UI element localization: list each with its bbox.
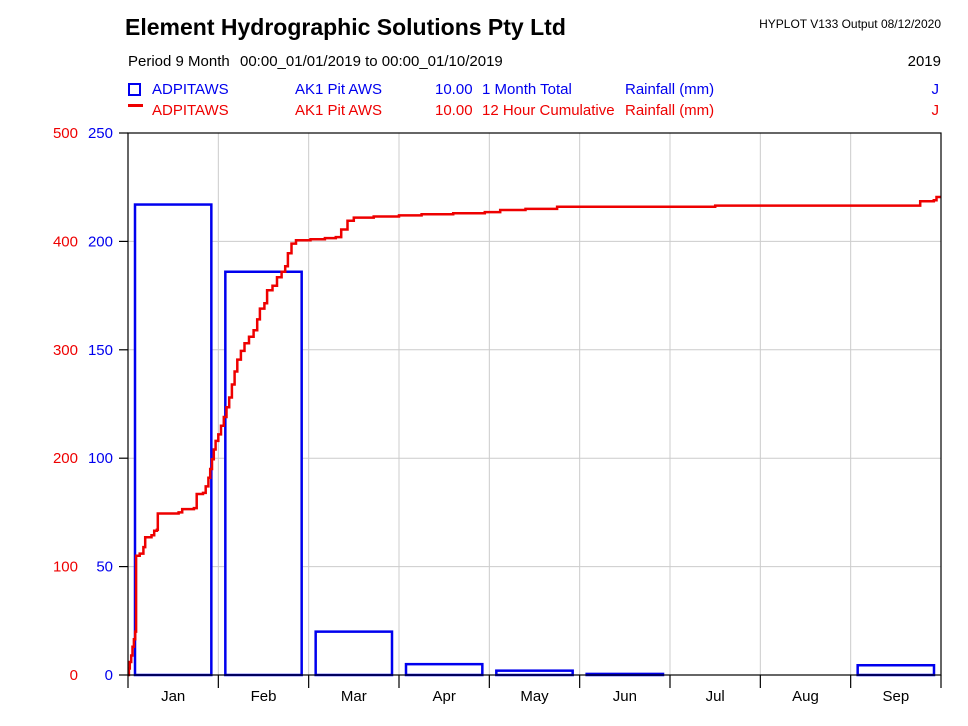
bar-series-monthly-rainfall bbox=[133, 203, 936, 677]
legend-open-square-icon bbox=[128, 83, 143, 96]
month-label-sep: Sep bbox=[882, 688, 909, 705]
bar-sep bbox=[856, 663, 936, 677]
legend-interval: 10.00 bbox=[435, 102, 473, 119]
legend-variable: Rainfall (mm) bbox=[625, 102, 715, 119]
legend-interval: 10.00 bbox=[435, 81, 473, 98]
left-inner-tick-label: 100 bbox=[88, 450, 113, 467]
period-label: Period 9 Month bbox=[128, 53, 230, 70]
cumulative-rainfall-line bbox=[127, 195, 941, 677]
bottom-axis: Jan Feb Mar Apr May Jun Jul Aug Sep bbox=[127, 675, 942, 705]
left-outer-tick-label: 400 bbox=[53, 233, 78, 250]
legend-variable: Rainfall (mm) bbox=[625, 81, 715, 98]
plot-border bbox=[127, 132, 942, 676]
month-label-jan: Jan bbox=[161, 688, 185, 705]
left-outer-tick-label: 100 bbox=[53, 559, 78, 576]
period-range: 00:00_01/01/2019 to 00:00_01/10/2019 bbox=[240, 53, 503, 70]
legend-site: AK1 Pit AWS bbox=[295, 81, 382, 98]
left-inner-tick-label: 50 bbox=[96, 559, 113, 576]
left-inner-tick-label: 250 bbox=[88, 125, 113, 142]
bar-mar bbox=[314, 630, 394, 677]
month-label-jul: Jul bbox=[706, 688, 725, 705]
left-inner-tick-label: 150 bbox=[88, 342, 113, 359]
month-label-mar: Mar bbox=[341, 688, 367, 705]
legend-row-cumulative: ADPITAWS AK1 Pit AWS 10.00 12 Hour Cumul… bbox=[0, 102, 968, 121]
plot-grid bbox=[128, 133, 941, 675]
legend-quality-code: J bbox=[931, 102, 940, 119]
month-label-aug: Aug bbox=[792, 688, 819, 705]
legend-series-type: 1 Month Total bbox=[482, 81, 572, 98]
bar-may bbox=[495, 669, 574, 677]
bar-apr bbox=[404, 662, 484, 677]
legend-quality-code: J bbox=[931, 81, 940, 98]
legend-station: ADPITAWS bbox=[152, 102, 229, 119]
left-outer-tick-label: 200 bbox=[53, 450, 78, 467]
app-version-output-date: HYPLOT V133 Output 08/12/2020 bbox=[759, 17, 941, 31]
bar-feb bbox=[224, 270, 303, 677]
legend-station: ADPITAWS bbox=[152, 81, 229, 98]
month-label-jun: Jun bbox=[613, 688, 637, 705]
left-inner-tick-label: 0 bbox=[105, 667, 113, 684]
page-title: Element Hydrographic Solutions Pty Ltd bbox=[125, 14, 566, 40]
month-label-feb: Feb bbox=[251, 688, 277, 705]
bar-jan bbox=[133, 203, 213, 677]
left-axis: 0 0 50 100 100 200 150 300 200 400 250 500 bbox=[53, 125, 128, 684]
left-inner-tick-label: 200 bbox=[88, 233, 113, 250]
legend-line-dash-icon bbox=[128, 104, 143, 117]
left-outer-tick-label: 0 bbox=[70, 667, 78, 684]
left-outer-tick-label: 500 bbox=[53, 125, 78, 142]
period-year: 2019 bbox=[907, 53, 941, 70]
legend-site: AK1 Pit AWS bbox=[295, 102, 382, 119]
month-label-may: May bbox=[520, 688, 549, 705]
legend-row-monthly-total: ADPITAWS AK1 Pit AWS 10.00 1 Month Total… bbox=[0, 81, 968, 100]
left-outer-tick-label: 300 bbox=[53, 342, 78, 359]
legend-series-type: 12 Hour Cumulative bbox=[482, 102, 615, 119]
period-row: Period 9 Month 00:00_01/01/2019 to 00:00… bbox=[0, 53, 968, 71]
month-label-apr: Apr bbox=[432, 688, 455, 705]
